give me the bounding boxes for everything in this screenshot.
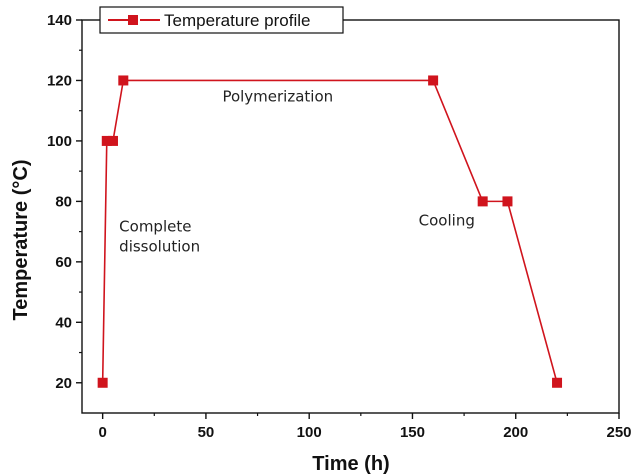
x-tick-label: 0 [98, 424, 106, 441]
plot-frame [81, 19, 620, 414]
x-tick-label: 200 [503, 424, 528, 441]
x-tick-label: 250 [606, 424, 631, 441]
annotation-label: Cooling [419, 212, 475, 230]
legend-marker [128, 15, 138, 25]
data-point [477, 196, 488, 207]
annotations: Complete dissolution Polymerization Cooling [119, 88, 475, 256]
y-tick-label: 100 [47, 133, 72, 150]
y-tick-label: 40 [55, 314, 72, 331]
legend-label: Temperature profile [164, 11, 310, 30]
x-tick-label: 100 [297, 424, 322, 441]
data-point [502, 196, 513, 207]
y-tick-label: 60 [55, 254, 72, 271]
data-point [118, 75, 129, 86]
annotation-label: Polymerization [222, 88, 333, 106]
data-point [97, 377, 108, 388]
data-point [552, 377, 563, 388]
data-point [107, 135, 118, 146]
y-tick-label: 120 [47, 72, 72, 89]
y-tick-label: 80 [55, 193, 72, 210]
x-axis-title: Time (h) [312, 453, 389, 475]
x-tick-label: 150 [400, 424, 425, 441]
y-tick-label: 20 [55, 375, 72, 392]
plot-area [81, 19, 620, 414]
series-layer [97, 75, 563, 388]
y-axis: 20 40 60 80 100 120 140 [47, 12, 82, 392]
legend: Temperature profile [99, 6, 344, 34]
y-tick-label: 140 [47, 12, 72, 29]
y-axis-title: Temperature (°C) [10, 160, 32, 321]
data-point [428, 75, 439, 86]
data-point [101, 135, 112, 146]
x-tick-label: 50 [198, 424, 215, 441]
x-axis: 0 50 100 150 200 250 [98, 413, 632, 441]
annotation-label: Complete dissolution [119, 218, 200, 256]
